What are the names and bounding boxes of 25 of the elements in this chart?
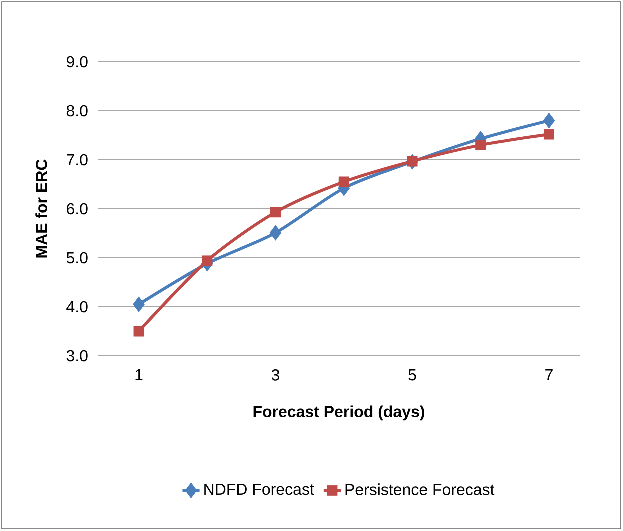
y-tick-label: 9.0 <box>66 56 88 68</box>
x-axis-title: Forecast Period (days) <box>254 406 424 421</box>
point <box>270 207 282 218</box>
y-tick-label: 7.0 <box>67 154 88 166</box>
point <box>543 113 556 129</box>
legend-label: NDFD Forecast <box>204 484 314 496</box>
x-tick-label: 7 <box>546 370 553 381</box>
y-tick-label: 4.0 <box>66 301 88 313</box>
y-tick-label: 5.0 <box>66 252 88 264</box>
point <box>407 156 418 167</box>
x-tick-label: 3 <box>272 370 280 381</box>
y-axis-title: MAE for ERC <box>36 160 48 258</box>
point <box>270 225 282 241</box>
y-tick-label: 3.0 <box>66 350 88 362</box>
y-tick-label: 6.0 <box>67 203 88 215</box>
point <box>133 296 145 312</box>
point <box>134 326 144 337</box>
point <box>544 129 554 140</box>
legend-label: Persistence Forecast <box>346 484 495 496</box>
point <box>202 256 213 266</box>
x-tick-label: 1 <box>136 370 143 381</box>
y-tick-label: 8.0 <box>66 105 88 117</box>
point <box>338 176 350 188</box>
point <box>476 140 486 151</box>
x-tick-label: 5 <box>408 370 416 381</box>
